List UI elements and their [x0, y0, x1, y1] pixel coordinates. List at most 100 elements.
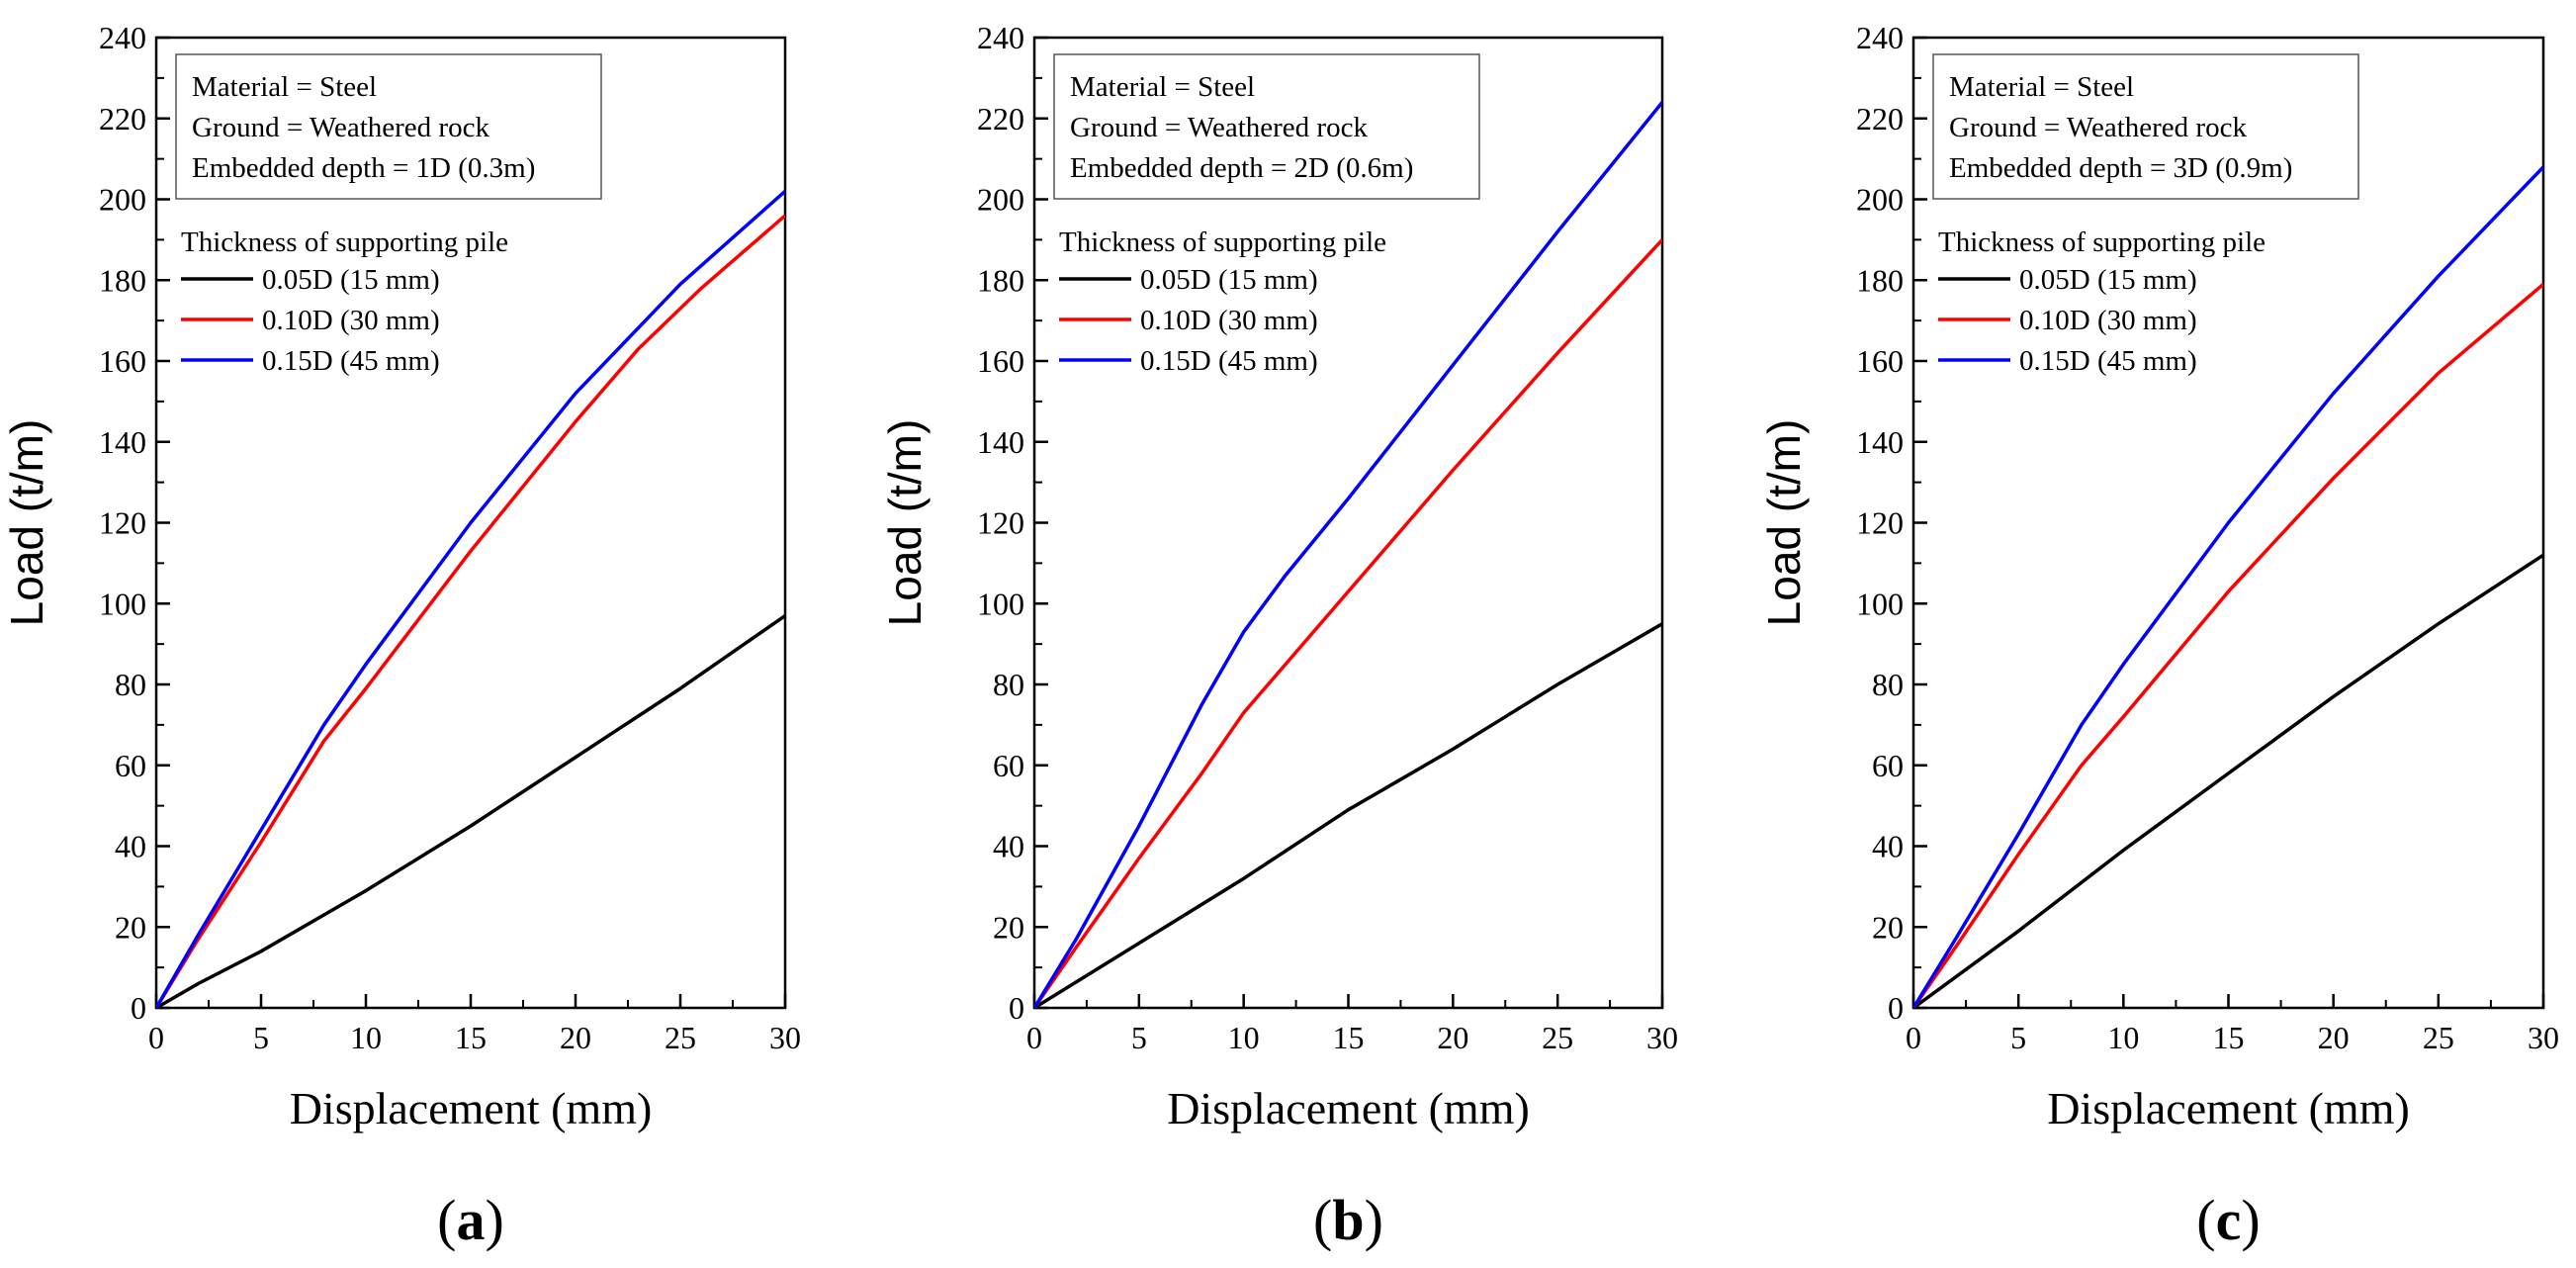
y-tick-label: 40 [993, 829, 1024, 864]
y-tick-label: 160 [977, 343, 1024, 379]
info-line: Embedded depth = 2D (0.6m) [1070, 152, 1413, 184]
panel-label-letter: c [2216, 1188, 2242, 1252]
legend-entry-2: 0.10D (30 mm) [262, 305, 440, 336]
x-tick-label: 0 [148, 1020, 164, 1055]
y-tick-label: 20 [115, 909, 146, 945]
series-line-3 [1034, 101, 1662, 1008]
y-tick-label: 180 [977, 262, 1024, 298]
y-tick-label: 140 [1856, 424, 1904, 460]
x-tick-label: 25 [1542, 1020, 1573, 1055]
y-tick-label: 240 [977, 20, 1024, 55]
info-line: Ground = Weathered rock [192, 112, 489, 143]
y-tick-label: 20 [1872, 909, 1904, 945]
info-line: Ground = Weathered rock [1070, 112, 1368, 143]
y-tick-label: 220 [99, 101, 146, 136]
y-tick-label: 60 [993, 748, 1024, 783]
x-tick-label: 30 [1646, 1020, 1678, 1055]
y-tick-label: 160 [99, 343, 146, 379]
legend-entry-3: 0.15D (45 mm) [262, 345, 440, 377]
y-axis-title: Load (t/m) [1, 419, 52, 627]
x-tick-label: 5 [1131, 1020, 1147, 1055]
y-tick-label: 160 [1856, 343, 1904, 379]
info-box [1932, 53, 2359, 200]
x-tick-label: 0 [1026, 1020, 1042, 1055]
y-tick-label: 140 [99, 424, 146, 460]
series-line-1 [156, 614, 785, 1008]
y-tick-label: 120 [977, 505, 1024, 541]
y-tick-label: 180 [99, 262, 146, 298]
info-line: Material = Steel [1070, 71, 1255, 103]
info-line: Ground = Weathered rock [1949, 112, 2247, 143]
y-tick-label: 60 [115, 748, 146, 783]
legend-entry-2: 0.10D (30 mm) [2019, 305, 2197, 336]
x-tick-label: 0 [1906, 1020, 1921, 1055]
series-line-3 [156, 189, 785, 1008]
y-tick-label: 0 [1009, 990, 1024, 1026]
y-tick-label: 40 [1872, 829, 1904, 864]
panel-label: (c) [2196, 1188, 2260, 1252]
panel-label-letter: a [457, 1188, 486, 1252]
y-tick-label: 40 [115, 829, 146, 864]
y-tick-label: 80 [115, 667, 146, 702]
x-tick-label: 10 [2107, 1020, 2139, 1055]
legend-entry-1: 0.05D (15 mm) [2019, 264, 2197, 296]
info-line: Material = Steel [1949, 71, 2134, 103]
y-tick-label: 0 [1888, 990, 1904, 1026]
series-line-2 [1034, 238, 1662, 1008]
legend-entry-3: 0.15D (45 mm) [2019, 345, 2197, 377]
legend-entry-1: 0.05D (15 mm) [1140, 264, 1318, 296]
panel-label-letter: b [1332, 1188, 1364, 1252]
y-tick-label: 200 [1856, 182, 1904, 218]
info-line: Embedded depth = 3D (0.9m) [1949, 152, 2292, 184]
legend-entry-1: 0.05D (15 mm) [262, 264, 440, 296]
x-tick-label: 30 [2528, 1020, 2559, 1055]
x-tick-label: 5 [2010, 1020, 2026, 1055]
x-axis-title: Displacement (mm) [1167, 1083, 1530, 1133]
y-tick-label: 180 [1856, 262, 1904, 298]
x-tick-label: 5 [253, 1020, 269, 1055]
y-axis-title: Load (t/m) [1758, 419, 1810, 627]
x-tick-label: 30 [769, 1020, 801, 1055]
x-tick-label: 20 [560, 1020, 591, 1055]
x-axis-title: Displacement (mm) [290, 1083, 653, 1133]
y-tick-label: 20 [993, 909, 1024, 945]
y-tick-label: 120 [99, 505, 146, 541]
series-line-2 [156, 214, 785, 1008]
y-tick-label: 240 [99, 20, 146, 55]
chart-panel-b: 0 20 40 60 80 100 120 140 160 180 200 220 240 0 5 10 15 2… [879, 20, 1678, 1252]
chart-panel-a: 0 20 40 60 80 100 120 140 160 180 200 220 240 0 5 10 15 2… [1, 20, 801, 1252]
y-tick-label: 0 [131, 990, 146, 1026]
legend-title: Thickness of supporting pile [1059, 226, 1386, 258]
y-tick-label: 100 [977, 586, 1024, 621]
y-tick-label: 120 [1856, 505, 1904, 541]
x-tick-label: 25 [665, 1020, 696, 1055]
panel-label: (b) [1313, 1188, 1383, 1252]
x-axis-title: Displacement (mm) [2047, 1083, 2410, 1133]
series-line-3 [1913, 165, 2543, 1008]
x-tick-label: 25 [2423, 1020, 2454, 1055]
y-axis-title: Load (t/m) [879, 419, 931, 627]
info-line: Embedded depth = 1D (0.3m) [192, 152, 535, 184]
x-tick-label: 10 [1228, 1020, 1260, 1055]
y-tick-label: 80 [993, 667, 1024, 702]
series-line-2 [1913, 282, 2543, 1008]
y-tick-label: 240 [1856, 20, 1904, 55]
x-tick-label: 10 [350, 1020, 382, 1055]
y-tick-label: 140 [977, 424, 1024, 460]
legend-entry-3: 0.15D (45 mm) [1140, 345, 1318, 377]
panel-label: (a) [437, 1188, 504, 1252]
info-line: Material = Steel [192, 71, 377, 103]
x-tick-label: 20 [2318, 1020, 2350, 1055]
chart-panel-c: 0 20 40 60 80 100 120 140 160 180 200 220 240 0 5 10 15 2… [1758, 20, 2559, 1252]
y-tick-label: 100 [99, 586, 146, 621]
legend-entry-2: 0.10D (30 mm) [1140, 305, 1318, 336]
x-tick-label: 15 [455, 1020, 487, 1055]
info-box [1053, 53, 1480, 200]
y-tick-label: 80 [1872, 667, 1904, 702]
legend-title: Thickness of supporting pile [181, 226, 508, 258]
series-line-1 [1034, 622, 1662, 1008]
x-tick-label: 15 [2213, 1020, 2245, 1055]
x-tick-label: 15 [1333, 1020, 1365, 1055]
y-tick-label: 200 [99, 182, 146, 218]
